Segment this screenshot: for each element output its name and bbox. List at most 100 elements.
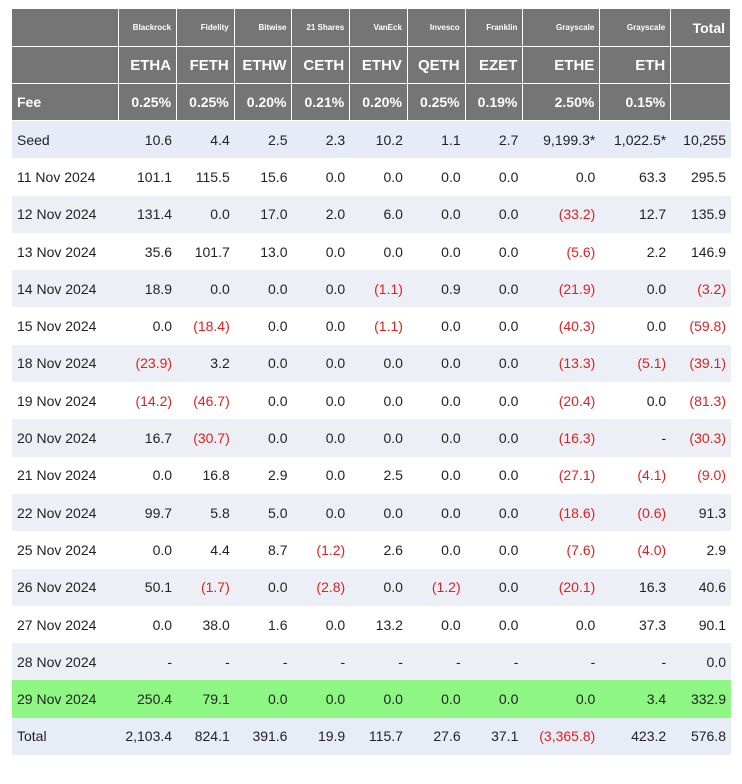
row-label: 21 Nov 2024 <box>12 456 120 494</box>
flow-cell: 0.0 <box>465 195 524 233</box>
row-label: 28 Nov 2024 <box>12 643 120 681</box>
fee-value: 0.20% <box>234 84 293 121</box>
total-cell: 576.8 <box>671 717 731 756</box>
flow-cell: 0.0 <box>407 456 466 494</box>
flow-cell: 0.0 <box>119 456 178 494</box>
flow-cell: 0.0 <box>119 605 178 644</box>
flow-cell: 101.7 <box>177 232 235 271</box>
total-cell: 40.6 <box>671 568 731 606</box>
flow-cell: 0.0 <box>465 680 524 718</box>
ticker-header: ETHV <box>350 47 408 84</box>
flow-cell: - <box>523 643 601 681</box>
flow-cell: 0.0 <box>234 568 293 606</box>
total-cell: 90.1 <box>671 605 731 644</box>
flow-cell: 0.0 <box>600 270 672 308</box>
row-label: 12 Nov 2024 <box>12 195 120 233</box>
flow-cell: - <box>292 643 351 681</box>
table-row: 13 Nov 2024 35.6 101.7 13.0 0.0 0.0 0.0 0.0 (5.6… <box>12 232 731 271</box>
row-label: 19 Nov 2024 <box>12 382 120 420</box>
flow-cell: 0.0 <box>465 382 524 420</box>
flow-cell: 2.2 <box>600 232 672 271</box>
flow-cell: (0.6) <box>600 493 672 532</box>
flow-cell: 0.0 <box>465 419 524 457</box>
fee-value: 0.25% <box>177 84 235 121</box>
total-cell: 0.0 <box>671 643 731 681</box>
row-label: 18 Nov 2024 <box>12 344 120 383</box>
issuer-header: VanEck <box>350 9 408 47</box>
flow-cell: 250.4 <box>119 680 178 718</box>
flow-cell: 0.0 <box>407 307 466 345</box>
flow-cell: 79.1 <box>177 680 235 718</box>
flow-cell: 1.1 <box>407 121 466 159</box>
flow-cell: 0.0 <box>407 419 466 457</box>
flow-cell: (5.6) <box>523 232 601 271</box>
flow-cell: 0.9 <box>407 270 466 308</box>
flow-cell: (18.6) <box>523 493 601 532</box>
flow-cell: 0.0 <box>465 232 524 271</box>
flow-cell: 0.0 <box>465 344 524 383</box>
row-label: 13 Nov 2024 <box>12 232 120 271</box>
flow-cell: - <box>234 643 293 681</box>
flow-cell: 0.0 <box>234 307 293 345</box>
header-blank <box>12 47 120 84</box>
flow-cell: 2.3 <box>292 121 351 159</box>
flow-cell: 13.2 <box>350 605 408 644</box>
table-row: 29 Nov 2024 250.4 79.1 0.0 0.0 0.0 0.0 0.0 0.0 3.… <box>12 680 731 718</box>
flow-cell: - <box>407 643 466 681</box>
flow-cell: (7.6) <box>523 531 601 569</box>
flow-cell: 3.2 <box>177 344 235 383</box>
flow-cell: 0.0 <box>350 382 408 420</box>
flow-cell: 19.9 <box>292 717 351 756</box>
total-cell: 2.9 <box>671 531 731 569</box>
flow-cell: 2.9 <box>234 456 293 494</box>
flow-cell: (18.4) <box>177 307 235 345</box>
flow-cell: - <box>465 643 524 681</box>
flow-cell: (33.2) <box>523 195 601 233</box>
flow-cell: 10.6 <box>119 121 178 159</box>
ticker-header: QETH <box>407 47 466 84</box>
flow-cell: 0.0 <box>465 568 524 606</box>
row-label: 15 Nov 2024 <box>12 307 120 345</box>
flow-cell: 38.0 <box>177 605 235 644</box>
fee-value: 0.25% <box>407 84 466 121</box>
total-row: Total 2,103.4 824.1 391.6 19.9 115.7 27.6 37.1(… <box>12 717 731 756</box>
fee-value: 2.50% <box>523 84 601 121</box>
fee-value: 0.15% <box>600 84 672 121</box>
flow-cell: - <box>600 419 672 457</box>
flow-cell: (13.3) <box>523 344 601 383</box>
flow-cell: (20.1) <box>523 568 601 606</box>
flow-cell: (40.3) <box>523 307 601 345</box>
issuer-header: Invesco <box>407 9 466 47</box>
total-column-header: Total <box>671 9 731 47</box>
fee-value: 0.20% <box>350 84 408 121</box>
flow-cell: 0.0 <box>407 232 466 271</box>
flow-cell: 2,103.4 <box>119 717 178 756</box>
flow-cell: 0.0 <box>234 382 293 420</box>
flow-cell: 0.0 <box>292 419 351 457</box>
flow-cell: 0.0 <box>350 158 408 196</box>
flow-cell: (14.2) <box>119 382 178 420</box>
flow-cell: 16.8 <box>177 456 235 494</box>
row-label: 26 Nov 2024 <box>12 568 120 606</box>
table-row: 25 Nov 2024 0.0 4.4 8.7 (1.2) 2.6 0.0 0.0 (7.6)(… <box>12 531 731 569</box>
fee-value: 0.25% <box>119 84 178 121</box>
ticker-header: EZET <box>465 47 524 84</box>
flow-cell: (30.7) <box>177 419 235 457</box>
flow-cell: 0.0 <box>465 456 524 494</box>
table-row: 27 Nov 2024 0.0 38.0 1.6 0.0 13.2 0.0 0.0 0.0 37.… <box>12 605 731 644</box>
table-row: 14 Nov 2024 18.9 0.0 0.0 0.0 (1.1) 0.9 0.0 (21.9… <box>12 270 731 308</box>
flow-cell: (4.1) <box>600 456 672 494</box>
flow-cell: 131.4 <box>119 195 178 233</box>
flow-cell: 5.8 <box>177 493 235 532</box>
flow-cell: 0.0 <box>119 531 178 569</box>
flow-cell: 0.0 <box>119 307 178 345</box>
total-cell: (3.2) <box>671 270 731 308</box>
flow-cell: 10.2 <box>350 121 408 159</box>
flow-cell: 2.0 <box>292 195 351 233</box>
row-label: Seed <box>12 121 120 159</box>
row-label: Total <box>12 717 120 756</box>
flow-cell: 0.0 <box>350 232 408 271</box>
table-row: 21 Nov 2024 0.0 16.8 2.9 0.0 2.5 0.0 0.0 (27.1)(… <box>12 456 731 494</box>
flow-cell: 0.0 <box>465 270 524 308</box>
flow-cell: 50.1 <box>119 568 178 606</box>
